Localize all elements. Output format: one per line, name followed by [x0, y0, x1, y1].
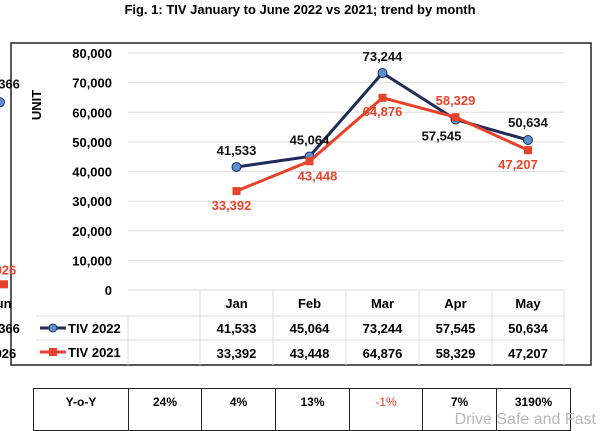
data-point: [231, 161, 242, 172]
table-cell: 45,064: [290, 321, 331, 336]
legend-marker: [49, 348, 57, 356]
y-tick-label: 30,000: [72, 194, 112, 209]
data-point: [232, 187, 241, 196]
data-label: 58,329: [436, 93, 476, 108]
table-cell: 57,545: [436, 321, 476, 336]
data-label: 57,545: [422, 129, 462, 144]
table-cell: 50,634: [508, 321, 549, 336]
table-cell: 43,448: [290, 346, 330, 361]
legend-label: TIV 2022: [68, 321, 121, 336]
data-label: 47,207: [498, 157, 538, 172]
table-cell: 1,926: [0, 346, 16, 361]
yoy-cell: 24%: [128, 388, 202, 431]
data-label: 1,926: [0, 262, 16, 277]
data-label: 41,533: [217, 143, 257, 158]
x-tick-label: Jun: [0, 296, 12, 311]
data-label: 43,448: [298, 168, 338, 183]
legend-marker: [48, 323, 58, 333]
data-point: [524, 146, 532, 155]
chart-title: Fig. 1: TIV January to June 2022 vs 2021…: [124, 2, 476, 17]
table-cell: 63,366: [0, 321, 20, 336]
data-label: 45,064: [290, 132, 331, 147]
x-tick-label: Feb: [298, 296, 321, 311]
watermark: Drive Safe and Fast: [454, 411, 596, 428]
y-tick-label: 0: [105, 283, 112, 298]
legend-label: TIV 2021: [68, 345, 121, 360]
data-label: 63,366: [0, 76, 20, 91]
x-tick-label: Mar: [371, 296, 394, 311]
chart-frame: [10, 42, 592, 366]
y-tick-label: 50,000: [72, 135, 112, 150]
data-label: 64,876: [363, 104, 403, 119]
yoy-cell: 7%: [422, 388, 497, 431]
y-tick-label: 10,000: [72, 253, 112, 268]
data-label: 73,244: [363, 49, 404, 64]
yoy-cell: 3190%: [496, 388, 571, 431]
data-point: [523, 134, 533, 145]
table-cell: 58,329: [436, 346, 476, 361]
table-cell: 64,876: [363, 346, 403, 361]
series-line-0: [236, 71, 529, 169]
data-point: [378, 93, 387, 102]
data-point: [0, 280, 8, 289]
table-cell: 47,207: [508, 346, 548, 361]
y-tick-label: 80,000: [72, 46, 112, 61]
yoy-cell: 4%: [201, 388, 276, 431]
table-cell: 73,244: [363, 321, 404, 336]
x-tick-label: Apr: [444, 296, 466, 311]
table-cell: 33,392: [217, 346, 257, 361]
x-tick-label: May: [515, 296, 541, 311]
data-label: 33,392: [212, 198, 252, 213]
y-tick-label: 70,000: [72, 76, 112, 91]
yoy-label: Y-o-Y: [33, 388, 129, 431]
yoy-cell: 13%: [275, 388, 350, 431]
y-tick-label: 40,000: [72, 165, 112, 180]
x-tick-label: Jan: [225, 296, 247, 311]
yoy-table: Y-o-Y 24% 4% 13% -1% 7% 3190%: [33, 388, 571, 431]
y-tick-label: 20,000: [72, 224, 112, 239]
y-axis-label: UNIT: [29, 90, 44, 120]
data-point: [451, 113, 460, 122]
data-label: 50,634: [508, 115, 549, 130]
data-point: [0, 97, 5, 108]
table-cell: 41,533: [217, 321, 257, 336]
yoy-cell: -1%: [349, 388, 423, 431]
y-tick-label: 60,000: [72, 105, 112, 120]
data-point: [305, 157, 314, 166]
data-point: [377, 68, 388, 79]
